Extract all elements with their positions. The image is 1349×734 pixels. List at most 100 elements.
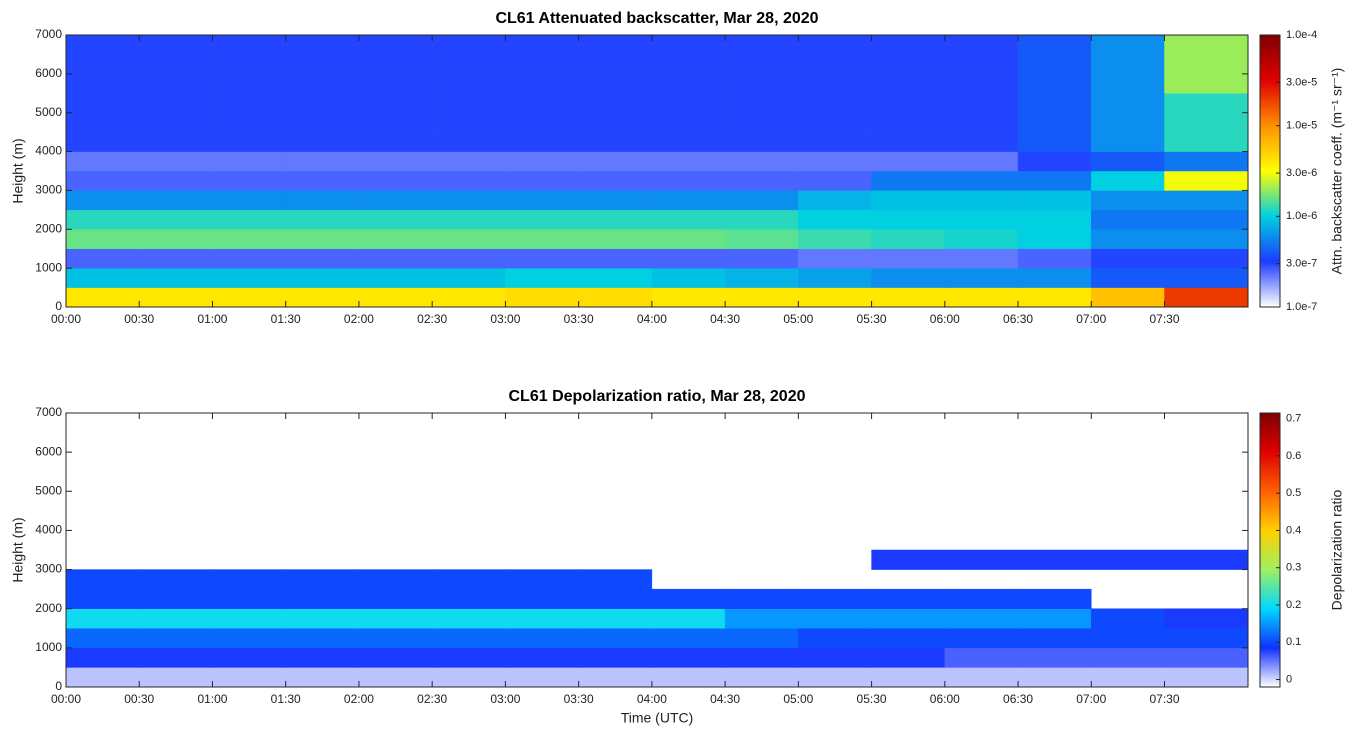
heatmap-cell xyxy=(651,229,726,249)
heatmap-cell xyxy=(431,54,506,75)
heatmap-cell xyxy=(651,267,726,288)
heatmap-cell xyxy=(724,170,799,191)
heatmap-cell xyxy=(65,54,140,75)
heatmap-cell xyxy=(431,112,506,133)
heatmap-cell xyxy=(1017,170,1092,191)
heatmap-cell xyxy=(431,608,506,629)
y-tick-label: 7000 xyxy=(35,405,62,419)
x-tick-label: 05:30 xyxy=(857,312,887,326)
heatmap-cell xyxy=(798,628,872,649)
heatmap-cell xyxy=(651,34,726,55)
heatmap-cell xyxy=(65,647,140,668)
heatmap-cell xyxy=(138,667,213,688)
heatmap-cell xyxy=(798,190,872,211)
heatmap-cell xyxy=(1091,93,1165,113)
heatmap-cell xyxy=(1091,170,1165,191)
x-tick-label: 03:00 xyxy=(490,692,520,706)
heatmap-cell xyxy=(651,209,726,230)
heatmap-cell xyxy=(1164,131,1249,152)
colorbar-tick-label: 0.5 xyxy=(1286,487,1301,499)
heatmap-cell xyxy=(358,287,433,308)
heatmap-cell xyxy=(798,267,872,288)
heatmap-cell xyxy=(798,131,872,152)
heatmap-cell xyxy=(505,588,579,609)
heatmap-cell xyxy=(724,248,799,269)
heatmap-cell xyxy=(871,608,946,629)
heatmap-cell xyxy=(285,54,360,75)
heatmap-cell xyxy=(505,209,579,230)
heatmap-cell xyxy=(1164,209,1249,230)
heatmap-cell xyxy=(65,93,140,113)
heatmap-cell xyxy=(505,112,579,133)
x-tick-label: 01:00 xyxy=(197,312,227,326)
heatmap-cell xyxy=(212,608,286,629)
heatmap-cell xyxy=(651,608,726,629)
heatmap-cell xyxy=(65,628,140,649)
heatmap-cell xyxy=(1017,248,1092,269)
heatmap-cell xyxy=(724,588,799,609)
y-tick-label: 0 xyxy=(55,679,62,693)
heatmap-cell xyxy=(285,170,360,191)
heatmap-cell xyxy=(1091,131,1165,152)
heatmap-cell xyxy=(65,73,140,94)
heatmap-cell xyxy=(358,190,433,211)
heatmap-cell xyxy=(65,569,140,590)
heatmap-cell xyxy=(798,54,872,75)
heatmap-cell xyxy=(1164,647,1249,668)
heatmap-cell xyxy=(65,608,140,629)
heatmap-cell xyxy=(65,248,140,269)
heatmap-cell xyxy=(871,73,946,94)
heatmap-cell xyxy=(578,287,653,308)
heatmap-cell xyxy=(212,151,286,172)
heatmap-cell xyxy=(431,170,506,191)
x-tick-label: 07:30 xyxy=(1149,692,1179,706)
x-tick-label: 06:00 xyxy=(930,692,960,706)
colorbar-tick-label: 1.0e-5 xyxy=(1286,120,1317,132)
heatmap-cell xyxy=(871,549,946,570)
heatmap-cell xyxy=(65,267,140,288)
heatmap-cell xyxy=(431,267,506,288)
x-tick-label: 06:00 xyxy=(930,312,960,326)
heatmap-cell xyxy=(1017,112,1092,133)
heatmap-cell xyxy=(798,647,872,668)
heatmap-cell xyxy=(944,588,1019,609)
heatmap-cell xyxy=(651,73,726,94)
heatmap-cell xyxy=(431,34,506,55)
heatmap-cell xyxy=(798,667,872,688)
heatmap-cell xyxy=(944,170,1019,191)
heatmap-cell xyxy=(65,34,140,55)
heatmap-cell xyxy=(798,588,872,609)
heatmap-cell xyxy=(505,267,579,288)
heatmap-cell xyxy=(724,93,799,113)
y-tick-label: 1000 xyxy=(35,260,62,274)
heatmap-cell xyxy=(1017,54,1092,75)
colorbar-tick-label: 0.2 xyxy=(1286,599,1301,611)
heatmap-cell xyxy=(505,131,579,152)
heatmap-cell xyxy=(1164,93,1249,113)
heatmap-cell xyxy=(358,112,433,133)
heatmap-cell xyxy=(944,267,1019,288)
heatmap-cell xyxy=(358,170,433,191)
heatmap-cell xyxy=(1017,287,1092,308)
heatmap-cell xyxy=(651,287,726,308)
heatmap-cell xyxy=(358,628,433,649)
heatmap-cell xyxy=(944,73,1019,94)
x-tick-label: 07:30 xyxy=(1149,312,1179,326)
x-tick-label: 06:30 xyxy=(1003,312,1033,326)
heatmap-cell xyxy=(212,647,286,668)
heatmap-cell xyxy=(1164,608,1249,629)
heatmap-cell xyxy=(724,229,799,249)
x-tick-label: 04:00 xyxy=(637,692,667,706)
heatmap-cell xyxy=(944,647,1019,668)
heatmap-cell xyxy=(578,628,653,649)
heatmap-cell xyxy=(944,131,1019,152)
heatmap-cell xyxy=(1017,608,1092,629)
heatmap-cell xyxy=(798,73,872,94)
heatmap-cell xyxy=(285,628,360,649)
heatmap-cell xyxy=(1091,73,1165,94)
heatmap-cell xyxy=(1091,608,1165,629)
heatmap-cell xyxy=(871,229,946,249)
heatmap-cell xyxy=(138,34,213,55)
x-tick-label: 03:30 xyxy=(564,692,594,706)
